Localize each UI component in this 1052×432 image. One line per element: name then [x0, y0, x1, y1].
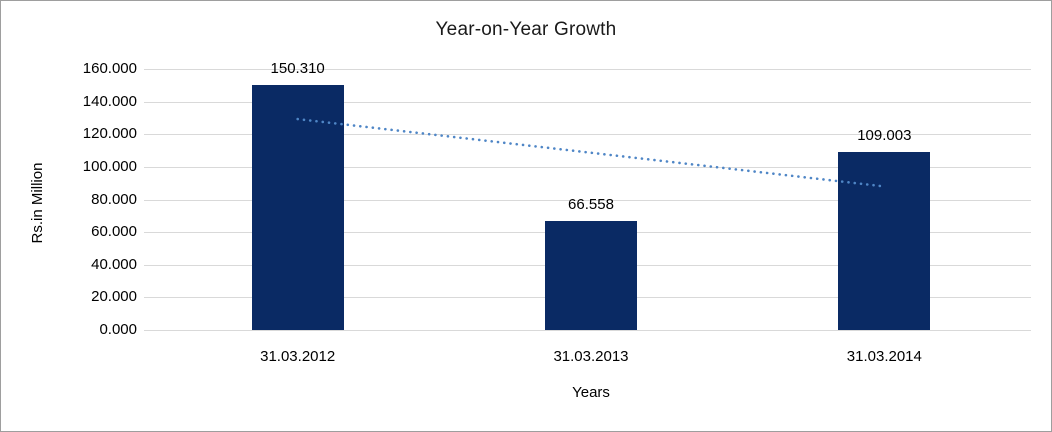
gridline	[144, 134, 1031, 136]
category-label: 31.03.2014	[846, 348, 922, 365]
trendline-dotted-line	[296, 117, 886, 188]
x-axis-title: Years	[572, 384, 610, 401]
bar-31.03.2012	[251, 84, 344, 330]
trendline	[296, 117, 886, 188]
plot-area: 150.310 66.558 109.003	[144, 60, 1031, 331]
gridline	[144, 69, 1031, 70]
y-axis-tick-label: 120.000	[82, 125, 137, 143]
bar-31.03.2013	[545, 221, 637, 330]
y-axis-tick-label: 0.000	[99, 321, 137, 338]
chart-title: Year-on-Year Growth	[435, 19, 617, 40]
y-axis-tick-label: 100.000	[82, 157, 137, 175]
gridline	[144, 199, 1031, 201]
category-label: 31.03.2012	[260, 348, 336, 365]
y-axis-tick-label: 40.000	[91, 255, 137, 273]
gridline	[144, 166, 1031, 168]
y-axis-tick-label: 140.000	[82, 92, 137, 110]
bar-value-label: 66.558	[568, 196, 614, 214]
bar-value-label: 109.003	[857, 127, 912, 145]
gridline	[144, 101, 1031, 103]
bar-31.03.2014	[838, 152, 931, 330]
gridline	[144, 330, 1031, 331]
y-axis-tick-label: 160.000	[82, 60, 137, 77]
bar-value-label: 150.310	[270, 59, 325, 77]
y-axis-tick-label: 20.000	[91, 288, 137, 306]
y-axis-tick-label: 80.000	[91, 190, 137, 208]
category-label: 31.03.2013	[553, 348, 629, 365]
y-axis-tick-label: 60.000	[91, 223, 137, 241]
